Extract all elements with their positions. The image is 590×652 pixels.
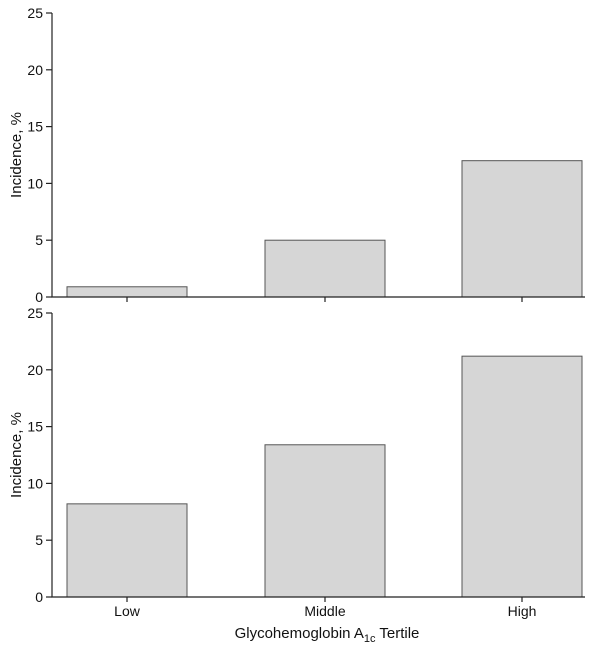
bot-y-tick-label: 0 [35, 589, 43, 605]
top-y-ticks: 0 5 10 15 20 25 [27, 5, 52, 305]
top-bar-low [66, 286, 188, 298]
top-bars [66, 160, 583, 298]
x-axis-title-tail: Tertile [375, 625, 419, 642]
top-bar-high [461, 160, 583, 298]
bottom-bars [66, 355, 583, 598]
bot-x-tick-label: Middle [304, 603, 345, 619]
bottom-y-ticks: 0 5 10 15 20 25 [27, 305, 52, 605]
bottom-y-axis-title: Incidence, % [8, 412, 25, 498]
bottom-panel: 0 5 10 15 20 25 Low Middle High Incidence, % Gl… [8, 305, 585, 645]
bottom-x-ticks: Low Middle High [114, 597, 536, 619]
top-x-ticks [126, 297, 523, 302]
bot-y-tick-label: 15 [27, 419, 43, 435]
bot-y-tick-label: 20 [27, 362, 43, 378]
bot-x-tick-label: Low [114, 603, 141, 619]
top-y-tick-label: 15 [27, 119, 43, 135]
bot-bar-low [66, 503, 188, 598]
top-y-tick-label: 5 [35, 232, 43, 248]
top-y-tick-label: 0 [35, 289, 43, 305]
top-y-tick-label: 20 [27, 62, 43, 78]
top-y-tick-label: 25 [27, 5, 43, 21]
bot-bar-high [461, 355, 583, 598]
top-y-axis-title: Incidence, % [8, 112, 25, 198]
bot-y-tick-label: 10 [27, 475, 43, 491]
bot-y-tick-label: 25 [27, 305, 43, 321]
bottom-axes [51, 313, 585, 598]
top-axes [51, 13, 585, 298]
bot-y-tick-label: 5 [35, 532, 43, 548]
top-panel: 0 5 10 15 20 25 Incidence, % [8, 5, 585, 305]
bot-bar-middle [264, 444, 386, 598]
x-axis-title-subscript: 1c [364, 633, 376, 645]
top-y-tick-label: 10 [27, 175, 43, 191]
top-bar-middle [264, 239, 386, 298]
bot-x-tick-label: High [508, 603, 537, 619]
x-axis-title-main: Glycohemoglobin A [235, 625, 364, 642]
bottom-x-axis-title: Glycohemoglobin A1c Tertile [235, 625, 420, 645]
